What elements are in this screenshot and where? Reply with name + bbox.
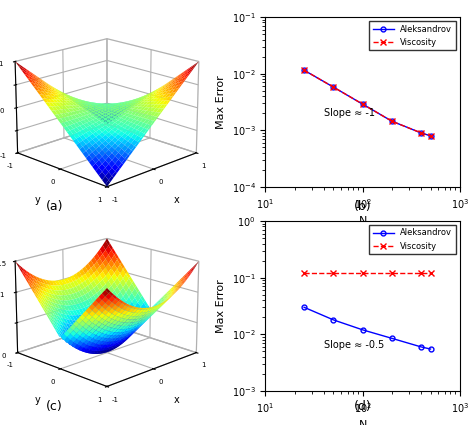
Line: Aleksandrov: Aleksandrov bbox=[301, 305, 433, 351]
Aleksandrov bbox=[389, 119, 395, 124]
Legend: Aleksandrov, Viscosity: Aleksandrov, Viscosity bbox=[369, 21, 456, 50]
Aleksandrov bbox=[301, 305, 307, 310]
Viscosity bbox=[360, 102, 365, 107]
Viscosity bbox=[301, 68, 307, 73]
Viscosity bbox=[428, 133, 433, 139]
Viscosity bbox=[360, 271, 365, 276]
Viscosity bbox=[389, 119, 395, 124]
X-axis label: N: N bbox=[358, 216, 367, 226]
Y-axis label: y: y bbox=[34, 195, 40, 205]
Line: Viscosity: Viscosity bbox=[301, 270, 433, 276]
Text: Slope ≈ -1: Slope ≈ -1 bbox=[324, 108, 375, 118]
Text: Slope ≈ -0.5: Slope ≈ -0.5 bbox=[324, 340, 384, 351]
Line: Viscosity: Viscosity bbox=[301, 68, 433, 139]
Aleksandrov bbox=[301, 68, 307, 73]
Aleksandrov bbox=[418, 344, 424, 349]
Text: (d): (d) bbox=[354, 400, 372, 413]
Aleksandrov bbox=[428, 133, 433, 139]
X-axis label: N: N bbox=[358, 420, 367, 425]
Y-axis label: Max Error: Max Error bbox=[216, 279, 226, 333]
Aleksandrov bbox=[330, 317, 336, 323]
Aleksandrov bbox=[360, 102, 365, 107]
Y-axis label: Max Error: Max Error bbox=[216, 75, 226, 129]
X-axis label: x: x bbox=[174, 394, 180, 405]
Viscosity bbox=[330, 271, 336, 276]
Text: (c): (c) bbox=[46, 400, 63, 413]
Line: Aleksandrov: Aleksandrov bbox=[301, 68, 433, 138]
Viscosity bbox=[301, 271, 307, 276]
Viscosity bbox=[330, 85, 336, 90]
Aleksandrov bbox=[389, 336, 395, 341]
Viscosity bbox=[418, 271, 424, 276]
Aleksandrov bbox=[418, 130, 424, 136]
Aleksandrov bbox=[330, 85, 336, 90]
Y-axis label: y: y bbox=[34, 394, 40, 405]
Viscosity bbox=[418, 130, 424, 136]
Text: (b): (b) bbox=[354, 200, 372, 213]
Aleksandrov bbox=[360, 327, 365, 332]
Text: (a): (a) bbox=[46, 200, 63, 213]
Legend: Aleksandrov, Viscosity: Aleksandrov, Viscosity bbox=[369, 225, 456, 254]
X-axis label: x: x bbox=[174, 195, 180, 205]
Viscosity bbox=[389, 271, 395, 276]
Viscosity bbox=[428, 271, 433, 276]
Aleksandrov bbox=[428, 346, 433, 351]
